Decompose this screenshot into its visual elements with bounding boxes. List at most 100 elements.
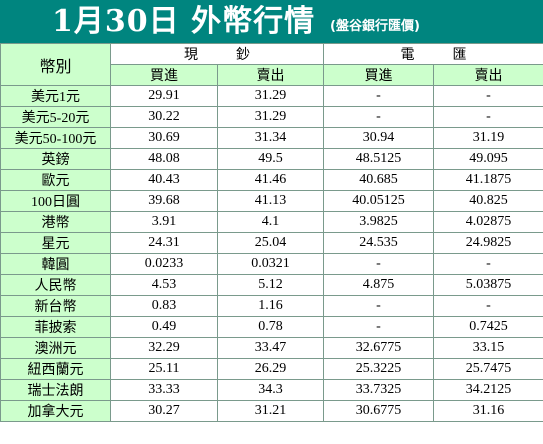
cash-buy-value: 29.91 [110,85,218,107]
tt-sell-value: 31.16 [433,400,543,422]
currency-name: 美元50-100元 [0,127,111,149]
cash-sell-value: 31.29 [217,85,324,107]
cash-buy-value: 0.0233 [110,253,218,275]
table-row: 澳洲元 32.29 33.47 32.6775 33.15 [0,337,543,359]
currency-name: 紐西蘭元 [0,358,111,380]
tt-sell-value: 33.15 [433,337,543,359]
currency-name: 英鎊 [0,148,111,170]
cash-buy-value: 33.33 [110,379,218,401]
cash-sell-value: 0.0321 [217,253,324,275]
cash-sell-value: 26.29 [217,358,324,380]
cash-sell-value: 41.13 [217,190,324,212]
currency-name: 歐元 [0,169,111,191]
tt-buy-value: - [323,295,434,317]
cash-sell-value: 31.29 [217,106,324,128]
table-row: 韓圓 0.0233 0.0321- - [0,253,543,275]
tt-sell-value: 31.19 [433,127,543,149]
tt-sell-value: - [433,253,543,275]
cash-sell-value: 33.47 [217,337,324,359]
cash-buy-value: 30.22 [110,106,218,128]
cash-buy-value: 48.08 [110,148,218,170]
cash-sell-value: 5.12 [217,274,324,296]
cash-buy-value: 25.11 [110,358,218,380]
table-row: 加拿大元 30.27 31.21 30.6775 31.16 [0,400,543,422]
currency-column-header: 幣別 [0,43,111,86]
cash-sell-value: 41.46 [217,169,324,191]
tt-sell-value: 25.7475 [433,358,543,380]
table-row: 美元1元 29.91 31.29- - [0,85,543,107]
tt-buy-value: 25.3225 [323,358,434,380]
currency-name: 100日圓 [0,190,111,212]
tt-sell-value: - [433,106,543,128]
table-row: 新台幣 0.83 1.16- - [0,295,543,317]
tt-buy-value: 3.9825 [323,211,434,233]
tt-sell-value: 4.02875 [433,211,543,233]
title-banner: 1月30日 外幣行情 (盤谷銀行匯價) [0,0,543,43]
cash-sell-value: 4.1 [217,211,324,233]
currency-name: 菲披索 [0,316,111,338]
cash-buy-value: 24.31 [110,232,218,254]
tt-buy-header: 買進 [323,64,434,86]
table-row: 美元5-20元 30.22 31.29- - [0,106,543,128]
tt-buy-value: 48.5125 [323,148,434,170]
cash-buy-value: 39.68 [110,190,218,212]
tt-buy-value: 30.94 [323,127,434,149]
tt-buy-value: 40.685 [323,169,434,191]
cash-sell-value: 34.3 [217,379,324,401]
table-row: 人民幣 4.53 5.12 4.875 5.03875 [0,274,543,296]
tt-sell-value: 40.825 [433,190,543,212]
tt-sell-value: - [433,85,543,107]
table-row: 瑞士法朗 33.33 34.3 33.7325 34.2125 [0,379,543,401]
tt-sell-value: - [433,295,543,317]
cash-group-header: 現鈔 [110,43,324,65]
table-row: 英鎊 48.08 49.5 48.5125 49.095 [0,148,543,170]
cash-sell-value: 49.5 [217,148,324,170]
tt-sell-value: 34.2125 [433,379,543,401]
cash-sell-value: 31.21 [217,400,324,422]
tt-buy-value: - [323,253,434,275]
tt-sell-value: 0.7425 [433,316,543,338]
tt-buy-value: - [323,106,434,128]
tt-buy-value: 30.6775 [323,400,434,422]
cash-sell-value: 31.34 [217,127,324,149]
table-row: 星元 24.31 25.04 24.535 24.9825 [0,232,543,254]
currency-name: 港幣 [0,211,111,233]
tt-buy-value: 33.7325 [323,379,434,401]
table-row: 歐元 40.43 41.46 40.685 41.1875 [0,169,543,191]
currency-name: 新台幣 [0,295,111,317]
tt-sell-header: 賣出 [433,64,543,86]
currency-name: 澳洲元 [0,337,111,359]
cash-buy-value: 0.49 [110,316,218,338]
tt-buy-value: - [323,85,434,107]
cash-buy-value: 30.69 [110,127,218,149]
tt-buy-value: 24.535 [323,232,434,254]
tt-sell-value: 49.095 [433,148,543,170]
table-row: 菲披索 0.49 0.78-0.7425 [0,316,543,338]
cash-buy-value: 32.29 [110,337,218,359]
cash-sell-header: 賣出 [217,64,324,86]
tt-buy-value: 32.6775 [323,337,434,359]
cash-buy-value: 3.91 [110,211,218,233]
page-title: 1月30日 外幣行情 [52,4,316,39]
currency-name: 美元5-20元 [0,106,111,128]
currency-name: 人民幣 [0,274,111,296]
tt-sell-value: 41.1875 [433,169,543,191]
cash-sell-value: 25.04 [217,232,324,254]
tt-buy-value: - [323,316,434,338]
table-row: 100日圓 39.68 41.13 40.05125 40.825 [0,190,543,212]
tt-sell-value: 24.9825 [433,232,543,254]
table-row: 美元50-100元 30.69 31.34 30.94 31.19 [0,127,543,149]
cash-buy-value: 0.83 [110,295,218,317]
cash-buy-value: 30.27 [110,400,218,422]
tt-sell-value: 5.03875 [433,274,543,296]
cash-buy-value: 4.53 [110,274,218,296]
tt-buy-value: 40.05125 [323,190,434,212]
rate-rows: 美元1元 29.91 31.29- - 美元5-20元 30.22 31.29- - 美元50-… [0,85,543,422]
tt-buy-value: 4.875 [323,274,434,296]
currency-name: 星元 [0,232,111,254]
table-row: 紐西蘭元 25.11 26.29 25.3225 25.7475 [0,358,543,380]
telegraphic-transfer-group-header: 電匯 [323,43,543,65]
bank-source-label: (盤谷銀行匯價) [330,19,420,34]
currency-name: 瑞士法朗 [0,379,111,401]
